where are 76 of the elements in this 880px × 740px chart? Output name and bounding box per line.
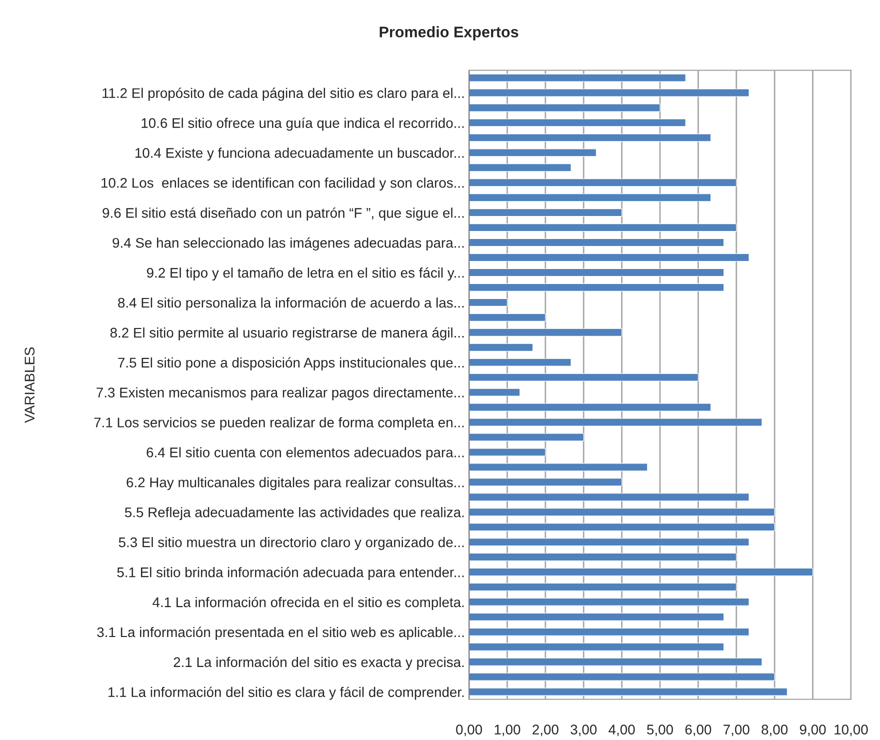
bar: [469, 343, 534, 352]
x-tick-label: 4,00: [608, 724, 635, 736]
bar: [469, 478, 622, 486]
bar: [469, 238, 724, 247]
x-tick-label: 1,00: [494, 724, 520, 736]
y-tick-label: 9.2 El tipo y el tamaño de letra en el sitio es fácil y...: [146, 267, 464, 280]
bar: [469, 553, 737, 562]
bar: [469, 463, 648, 472]
bar: [469, 568, 814, 576]
y-tick-label: 6.4 El sitio cuenta con elementos adecuados para...: [146, 447, 464, 460]
bar: [469, 388, 520, 396]
bar: [469, 582, 737, 592]
bar: [469, 418, 762, 426]
x-tick-label: 5,00: [647, 724, 673, 736]
bar: [469, 268, 724, 277]
bar: [469, 134, 712, 142]
y-tick-label: 7.3 Existen mecanismos para realizar pagos directamente...: [96, 387, 464, 400]
bar: [469, 448, 546, 456]
bar: [469, 194, 712, 202]
bar: [469, 508, 775, 516]
bar: [469, 403, 712, 412]
bar: [469, 104, 660, 112]
y-tick-label: 10.2 Los enlaces se identifican con facilidad y son claros...: [102, 178, 464, 191]
bar: [469, 538, 750, 546]
y-tick-label: 7.1 Los servicios se pueden realizar de forma completa en...: [94, 417, 464, 430]
bar: [469, 208, 622, 217]
y-tick-label: 6.2 Hay multicanales digitales para realizar consultas...: [126, 477, 464, 490]
x-tick-label: 10,00: [834, 724, 868, 736]
bar: [469, 178, 737, 187]
bar: [469, 298, 508, 306]
bar: [469, 688, 788, 696]
bar: [469, 253, 750, 262]
bar: [469, 373, 698, 382]
bar: [469, 628, 750, 636]
bar: [469, 612, 724, 621]
x-tick-label: 8,00: [762, 724, 788, 736]
y-tick-label: 7.5 El sitio pone a disposición Apps institucionales que...: [118, 357, 464, 370]
x-tick-label: 2,00: [532, 724, 558, 736]
chart-title: Promedio Expertos: [380, 26, 518, 40]
x-tick-label: 9,00: [800, 724, 826, 736]
y-tick-label: 10.4 Existe y funciona adecuadamente un buscador...: [135, 148, 464, 161]
y-tick-label: 5.5 Refleja adecuadamente las actividades que realiza.: [124, 507, 464, 520]
x-tick-label: 0,00: [456, 724, 482, 736]
y-tick-label: 9.6 El sitio está diseñado con un patrón “F ”, que sigue el...: [102, 207, 464, 221]
bar: [469, 358, 572, 366]
y-tick-label: 1.1 La información del sitio es clara y fácil de comprender.: [108, 686, 464, 700]
bar: [469, 224, 737, 232]
x-tick-label: 7,00: [724, 724, 750, 736]
x-tick-label: 3,00: [570, 724, 597, 736]
bar: [469, 672, 775, 681]
y-tick-label: 9.4 Se han seleccionado las imágenes adecuadas para...: [112, 237, 464, 251]
y-tick-label: 3.1 La información presentada en el sitio web es aplicable...: [97, 626, 464, 640]
bar: [469, 598, 750, 606]
y-tick-label: 5.3 El sitio muestra un directorio claro y organizado de...: [118, 537, 464, 550]
bar: [469, 433, 584, 442]
y-tick-label: 2.1 La información del sitio es exacta y precisa.: [174, 656, 464, 670]
bar: [469, 148, 596, 157]
y-tick-label: 4.1 La información ofrecida en el sitio es completa.: [152, 596, 464, 610]
bar: [469, 493, 750, 502]
bar: [469, 313, 546, 322]
bar: [469, 88, 750, 97]
bar: [469, 164, 572, 172]
y-tick-label: 10.6 El sitio ofrece una guía que indica el recorrido...: [142, 118, 464, 131]
bar: [469, 74, 686, 82]
bar: [469, 328, 622, 336]
y-axis-title: VARIABLES: [24, 347, 35, 423]
y-tick-label: 11.2 El propósito de cada página del sitio es claro para el...: [102, 88, 464, 101]
x-tick-label: 6,00: [685, 724, 712, 736]
y-tick-label: 8.2 El sitio permite al usuario registrarse de manera ágil...: [110, 327, 464, 340]
bar: [469, 658, 762, 666]
bar: [469, 283, 724, 292]
y-tick-label: 8.4 El sitio personaliza la información de acuerdo a las...: [118, 297, 464, 310]
bar: [469, 118, 686, 127]
bar: [469, 642, 724, 651]
y-tick-label: 5.1 El sitio brinda información adecuada para entender...: [117, 566, 464, 580]
bar: [469, 523, 775, 532]
